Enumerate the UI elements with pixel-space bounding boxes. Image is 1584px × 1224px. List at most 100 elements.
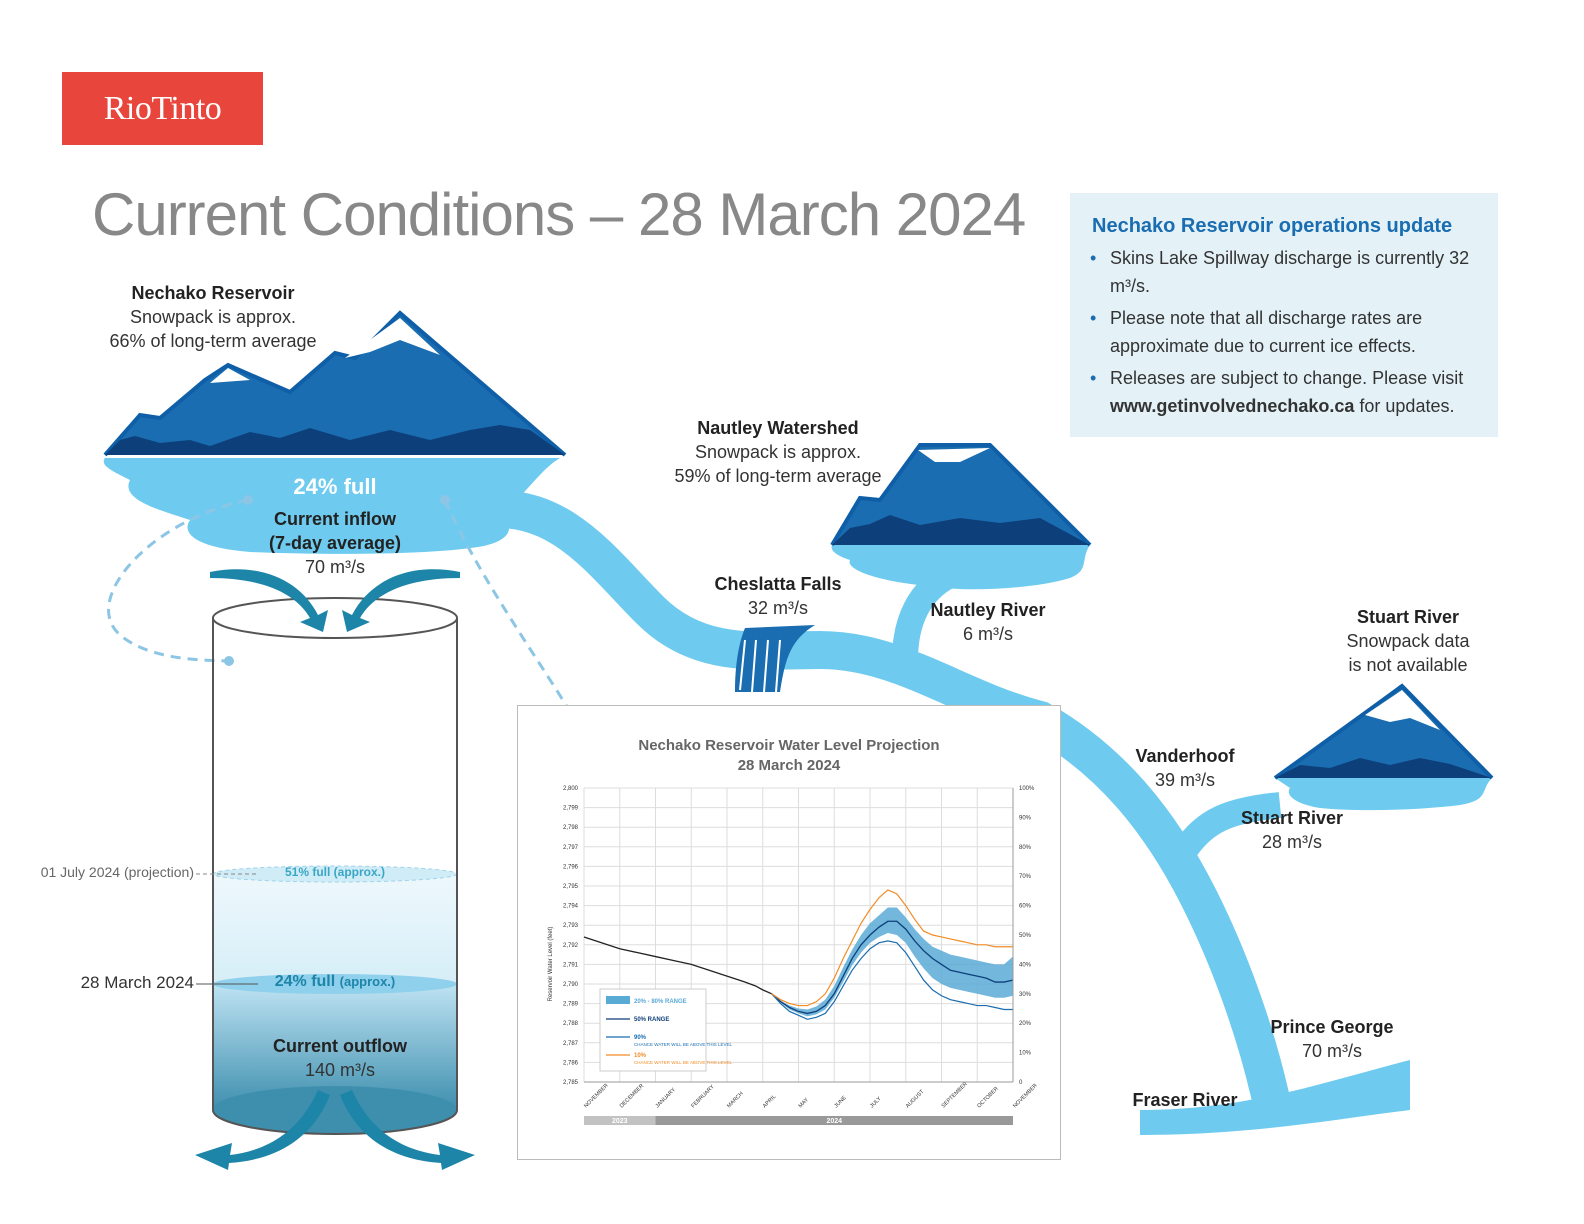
y-tick-label: 2,792 <box>563 943 579 949</box>
nautley-snowpack-percent: 59% of long-term average <box>674 466 882 486</box>
projection-date-label: 01 July 2024 (projection) <box>40 864 194 880</box>
y2-tick-label: 40% <box>1019 962 1032 968</box>
legend-swatch <box>606 996 630 1004</box>
y-tick-label: 2,797 <box>563 845 579 851</box>
fraser-river-name: Fraser River <box>1132 1090 1238 1110</box>
x-tick-label: DECEMBER <box>619 1083 645 1109</box>
x-tick-label: FEBRUARY <box>690 1084 716 1110</box>
nechako-reservoir-name: Nechako Reservoir <box>131 283 295 303</box>
nautley-snowpack-line: Snowpack is approx. <box>694 442 862 462</box>
y-tick-label: 2,793 <box>563 923 579 929</box>
stuart-snowpack-label: Stuart River Snowpack data is not availa… <box>1328 605 1488 677</box>
current-inflow-label: Current inflow (7-day average) 70 m³/s <box>235 507 435 579</box>
inflow-arrows-icon <box>210 569 460 632</box>
y2-tick-label: 10% <box>1019 1051 1032 1057</box>
outflow-value: 140 m³/s <box>304 1060 376 1080</box>
chart-connector <box>443 499 585 734</box>
x-tick-label: AUGUST <box>905 1089 926 1110</box>
cheslatta-falls-icon <box>735 625 815 693</box>
y2-tick-label: 50% <box>1019 933 1032 939</box>
stuart-snow-name: Stuart River <box>1356 607 1460 627</box>
y-tick-label: 2,790 <box>563 982 579 988</box>
chart-subtitle: 28 March 2024 <box>738 757 841 774</box>
projection-level-label: 51% full (approx.) <box>284 865 385 879</box>
y-tick-label: 2,800 <box>563 786 579 792</box>
chart-svg: Nechako Reservoir Water Level Projection… <box>548 737 1039 1125</box>
stuart-mountain <box>1273 683 1494 780</box>
series-line-historical <box>583 936 772 995</box>
outflow-arrows-icon <box>195 1090 475 1170</box>
inflow-connector <box>107 498 249 663</box>
ops-item-text: Skins Lake Spillway discharge is current… <box>1110 248 1470 296</box>
ops-item-text: Releases are subject to change. Please v… <box>1110 368 1464 388</box>
y2-tick-label: 100% <box>1019 786 1035 792</box>
ops-item-text: Please note that all discharge rates are… <box>1110 308 1423 356</box>
x-tick-label: JULY <box>869 1096 883 1110</box>
year-bar-2023 <box>584 1116 656 1125</box>
nechako-snowpack-percent: 66% of long-term average <box>109 331 317 351</box>
y-tick-label: 2,796 <box>563 864 579 870</box>
y-tick-label: 2,791 <box>563 962 579 968</box>
stuart-river-stream <box>1174 792 1282 858</box>
nautley-lake <box>831 545 1090 590</box>
legend-label: 90% <box>634 1035 647 1041</box>
y2-tick-label: 70% <box>1019 874 1032 880</box>
y2-tick-label: 60% <box>1019 904 1032 910</box>
fraser-river-stream <box>1140 1060 1410 1135</box>
prince-george-label: Prince George 70 m³/s <box>1257 1015 1407 1063</box>
current-level-label: 24% full (approx.) <box>213 973 457 991</box>
page-title: Current Conditions – 28 March 2024 <box>92 181 1026 248</box>
chart-ylabel: Reservoir Water Level (feet) <box>548 927 554 1002</box>
operations-update-box: Nechako Reservoir operations update Skin… <box>1070 193 1498 437</box>
ops-link[interactable]: www.getinvolvednechako.ca <box>1110 396 1355 416</box>
nautley-watershed-label: Nautley Watershed Snowpack is approx. 59… <box>660 416 896 488</box>
y-tick-label: 2,794 <box>563 904 579 910</box>
fraser-river-label: Fraser River <box>1120 1088 1250 1112</box>
nautley-watershed-name: Nautley Watershed <box>697 418 859 438</box>
prince-george-value: 70 m³/s <box>1301 1041 1362 1061</box>
stuart-snow-line1: Snowpack data <box>1346 631 1470 651</box>
y2-tick-label: 80% <box>1019 845 1032 851</box>
y-tick-label: 2,785 <box>563 1080 579 1086</box>
y-tick-label: 2,798 <box>563 825 579 831</box>
current-level-main: 24% full <box>274 973 336 990</box>
ops-item: Releases are subject to change. Please v… <box>1090 364 1482 420</box>
vanderhoof-name: Vanderhoof <box>1135 746 1235 766</box>
chart-title: Nechako Reservoir Water Level Projection <box>638 737 939 754</box>
x-tick-label: JANUARY <box>655 1087 678 1110</box>
stuart-river-label: Stuart River 28 m³/s <box>1227 806 1357 854</box>
vanderhoof-value: 39 m³/s <box>1154 770 1215 790</box>
inflow-value: 70 m³/s <box>304 557 365 577</box>
rio-tinto-logo: RioTinto <box>62 72 263 145</box>
x-tick-label: NOVEMBER <box>1012 1083 1039 1110</box>
x-tick-label: SEPTEMBER <box>941 1081 969 1109</box>
y-tick-label: 2,786 <box>563 1060 579 1066</box>
stuart-river-name: Stuart River <box>1240 808 1344 828</box>
x-tick-label: OCTOBER <box>976 1086 999 1109</box>
year-label: 2024 <box>826 1118 842 1125</box>
x-tick-label: JUNE <box>833 1095 848 1110</box>
ops-item: Skins Lake Spillway discharge is current… <box>1090 244 1482 300</box>
series-line-90pct <box>771 940 1013 1020</box>
year-label: 2023 <box>612 1118 628 1125</box>
stuart-snow-line2: is not available <box>1348 655 1468 675</box>
vanderhoof-label: Vanderhoof 39 m³/s <box>1120 744 1250 792</box>
y-tick-label: 2,789 <box>563 1002 579 1008</box>
nechako-river <box>461 489 1289 1114</box>
reservoir-cylinder <box>212 597 458 1135</box>
current-outflow-label: Current outflow 140 m³/s <box>230 1034 450 1082</box>
nautley-river-value: 6 m³/s <box>962 624 1013 644</box>
year-bar-2024 <box>655 1116 1013 1125</box>
legend-label: 20% - 80% RANGE <box>634 999 687 1005</box>
legend-label: 50% RANGE <box>634 1017 669 1023</box>
outflow-title: Current outflow <box>273 1036 407 1056</box>
x-tick-label: MARCH <box>726 1091 745 1110</box>
nechako-snowpack-line: Snowpack is approx. <box>129 307 297 327</box>
legend-sublabel: CHANCE WATER WILL BE ABOVE THIS LEVEL <box>634 1060 733 1065</box>
y-tick-label: 2,788 <box>563 1021 579 1027</box>
current-level-sub: (approx.) <box>339 974 396 989</box>
y2-tick-label: 0 <box>1019 1080 1023 1086</box>
stuart-lake <box>1275 778 1492 811</box>
nautley-river-name: Nautley River <box>930 600 1046 620</box>
